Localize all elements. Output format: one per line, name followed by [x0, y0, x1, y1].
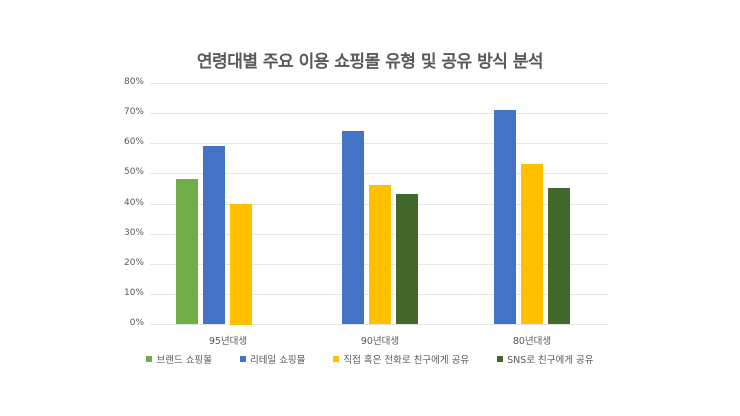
y-tick-label: 30% — [123, 228, 144, 238]
y-tick-label: 0% — [129, 318, 144, 328]
legend: 브랜드 쇼핑몰 리테일 쇼핑몰 직접 혹은 전화로 친구에게 공유 SNS로 친구에게… — [0, 352, 740, 366]
gridline — [150, 113, 608, 114]
bar — [369, 185, 391, 324]
gridline — [150, 83, 608, 84]
y-tick-label: 10% — [123, 288, 144, 298]
y-tick-label: 60% — [123, 137, 144, 147]
legend-swatch-icon — [146, 356, 153, 362]
bar — [396, 194, 418, 324]
x-tick-label: 90년대생 — [360, 336, 400, 347]
chart-title: 연령대별 주요 이용 쇼핑몰 유형 및 공유 방식 분석 — [196, 52, 544, 72]
legend-item: SNS로 친구에게 공유 — [497, 352, 594, 366]
legend-item: 직접 혹은 전화로 친구에게 공유 — [333, 352, 469, 366]
bar — [176, 179, 198, 324]
legend-item: 브랜드 쇼핑몰 — [146, 352, 212, 366]
bar — [521, 164, 543, 324]
gridline — [150, 324, 608, 325]
y-tick-label: 50% — [123, 167, 144, 177]
x-tick-label: 80년대생 — [512, 336, 552, 347]
y-tick-label: 40% — [123, 198, 144, 208]
legend-label: 리테일 쇼핑몰 — [249, 355, 306, 366]
legend-item: 리테일 쇼핑몰 — [239, 352, 306, 366]
bar — [342, 131, 364, 324]
legend-label: 직접 혹은 전화로 친구에게 공유 — [343, 355, 470, 366]
gridline — [150, 143, 608, 144]
legend-label: SNS로 친구에게 공유 — [507, 355, 594, 366]
legend-swatch-icon — [239, 356, 246, 362]
y-tick-label: 70% — [123, 107, 144, 117]
y-tick-label: 80% — [123, 77, 144, 87]
bar — [203, 146, 225, 324]
legend-label: 브랜드 쇼핑몰 — [156, 355, 212, 366]
bar — [230, 204, 252, 325]
gridline — [150, 173, 608, 174]
x-tick-label: 95년대생 — [208, 336, 248, 347]
legend-swatch-icon — [333, 356, 340, 362]
legend-swatch-icon — [497, 356, 504, 362]
bar — [494, 110, 516, 324]
y-tick-label: 20% — [123, 258, 144, 268]
bar — [548, 188, 570, 324]
